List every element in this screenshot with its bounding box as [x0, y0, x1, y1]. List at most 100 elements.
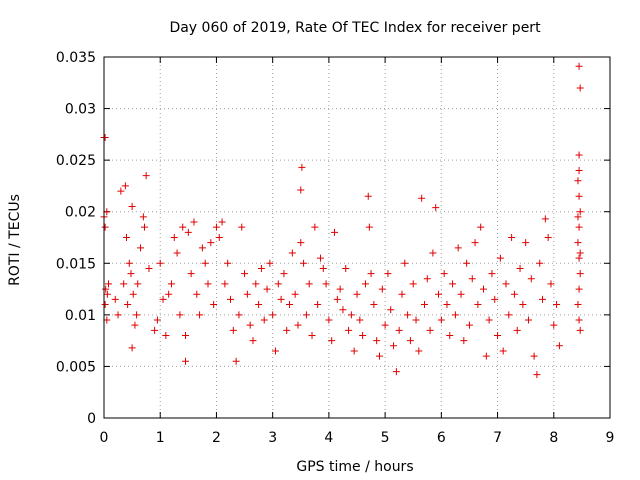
data-points: [100, 62, 584, 379]
data-point: [536, 259, 544, 267]
data-point: [319, 264, 327, 272]
data-point: [575, 285, 583, 293]
data-point: [302, 311, 310, 319]
data-point: [167, 280, 175, 288]
data-point: [508, 234, 516, 241]
x-tick-label: 3: [268, 430, 277, 446]
data-point: [227, 295, 234, 303]
data-point: [339, 306, 347, 314]
data-point: [387, 306, 395, 314]
data-point: [574, 301, 582, 309]
x-tick-label: 7: [493, 430, 502, 446]
data-point: [440, 270, 448, 278]
data-point: [142, 172, 150, 180]
data-point: [541, 215, 549, 223]
data-point: [574, 213, 582, 221]
data-point: [298, 163, 306, 171]
y-tick-label: 0.025: [56, 153, 96, 169]
data-point: [398, 290, 406, 298]
data-point: [104, 280, 112, 288]
data-point: [297, 239, 305, 247]
data-point: [392, 368, 400, 376]
data-point: [451, 311, 459, 319]
data-point: [423, 275, 431, 283]
data-point: [156, 259, 164, 267]
data-point: [539, 295, 547, 303]
data-point: [384, 270, 392, 278]
data-point: [283, 326, 291, 334]
data-point: [133, 311, 141, 319]
data-point: [193, 290, 201, 298]
data-point: [124, 301, 132, 309]
data-point: [241, 270, 249, 278]
data-point: [482, 352, 490, 360]
data-point: [406, 337, 414, 345]
x-tick-label: 4: [324, 430, 333, 446]
data-point: [519, 301, 527, 309]
y-axis-label: ROTI / TECUs: [7, 194, 23, 286]
data-point: [576, 208, 584, 216]
data-point: [269, 311, 277, 319]
data-point: [353, 290, 361, 298]
data-point: [224, 259, 232, 267]
data-point: [257, 264, 265, 272]
data-point: [575, 62, 583, 70]
data-point: [502, 280, 510, 288]
data-point: [471, 239, 479, 247]
data-point: [409, 280, 417, 288]
data-point: [249, 337, 257, 345]
data-point: [550, 321, 558, 329]
data-point: [477, 223, 485, 231]
data-point: [474, 301, 482, 309]
data-point: [117, 187, 125, 195]
data-point: [522, 239, 530, 247]
data-point: [575, 316, 583, 324]
data-point: [121, 182, 129, 190]
data-point: [576, 270, 584, 278]
data-point: [499, 347, 507, 355]
data-point: [574, 239, 582, 247]
data-point: [176, 311, 184, 319]
data-point: [325, 316, 333, 324]
data-point: [468, 275, 476, 283]
data-point: [491, 295, 499, 303]
data-point: [286, 301, 294, 309]
data-point: [182, 331, 190, 339]
data-point: [505, 311, 513, 319]
data-point: [370, 301, 378, 309]
data-point: [221, 280, 229, 288]
data-point: [255, 301, 263, 309]
data-point: [432, 204, 440, 212]
grid-lines: [104, 57, 610, 418]
data-point: [359, 331, 367, 339]
y-tick-label: 0.005: [56, 359, 96, 375]
data-point: [274, 280, 282, 288]
data-point: [401, 259, 409, 267]
y-tick-label: 0.02: [65, 205, 96, 221]
data-point: [576, 84, 584, 92]
y-axis-ticks: 0 0.005 0.01 0.015 0.02 0.025 0.03 0.035: [56, 50, 610, 427]
chart-title: Day 060 of 2019, Rate Of TEC Index for r…: [169, 20, 541, 36]
data-point: [305, 280, 313, 288]
data-point: [229, 326, 237, 334]
data-point: [173, 249, 181, 257]
data-point: [271, 347, 279, 355]
data-point: [465, 321, 473, 329]
data-point: [361, 280, 369, 288]
data-point: [322, 280, 330, 288]
data-point: [291, 290, 299, 298]
data-point: [496, 254, 504, 262]
data-point: [122, 234, 130, 241]
data-point: [575, 223, 583, 231]
data-point: [488, 270, 496, 278]
data-point: [280, 270, 288, 278]
data-point: [101, 223, 109, 231]
data-point: [530, 352, 538, 360]
data-point: [516, 264, 524, 272]
data-point: [449, 280, 457, 288]
data-point: [129, 290, 137, 298]
data-point: [553, 301, 561, 309]
data-point: [102, 285, 110, 293]
data-point: [190, 218, 198, 226]
